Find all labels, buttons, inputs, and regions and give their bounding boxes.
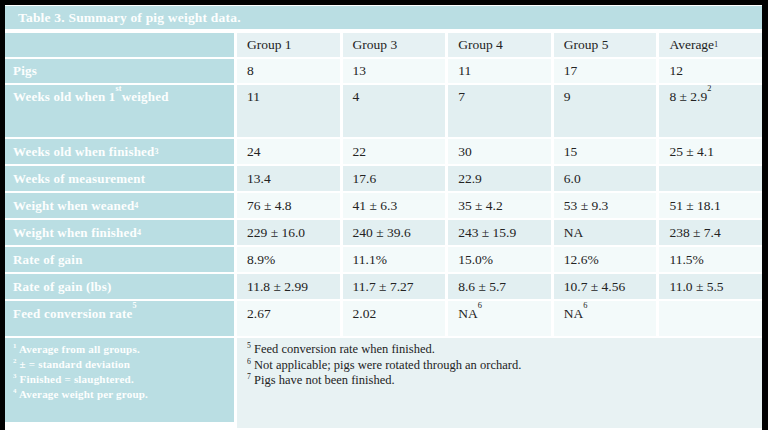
table-cell: 22.9	[448, 166, 551, 191]
table-cell: NA	[554, 220, 657, 245]
table-row-weeks-first-weighed: Weeks old when 1st weighed 11 4 7 9 8 ± …	[5, 85, 762, 137]
table-cell: 25 ± 4.1	[659, 139, 762, 164]
row-label: Weight when finished4	[5, 220, 234, 245]
column-header-group-5: Group 5	[554, 33, 657, 57]
column-header-average: Average1	[659, 33, 762, 57]
table-cell: 11.5%	[659, 247, 762, 272]
table-cell: 30	[448, 139, 551, 164]
table-cell: 11.8 ± 2.99	[237, 274, 340, 299]
table-cell: 12	[659, 59, 762, 83]
footnote-line: 3 Finished = slaughtered.	[13, 372, 230, 387]
table-cell: 35 ± 4.2	[448, 193, 551, 218]
table-cell: NA6	[554, 301, 657, 336]
table-cell: 17	[554, 59, 657, 83]
pig-weight-table: Group 1 Group 3 Group 4 Group 5 Average1…	[5, 33, 762, 428]
table-cell: 8.6 ± 5.7	[448, 274, 551, 299]
table-row-rate-of-gain-lbs: Rate of gain (lbs) 11.8 ± 2.99 11.7 ± 7.…	[5, 274, 762, 299]
table-cell: 8.9%	[237, 247, 340, 272]
footnote-line: 1 Average from all groups.	[13, 342, 230, 357]
table-cell: 41 ± 6.3	[343, 193, 446, 218]
table-cell: 13.4	[237, 166, 340, 191]
table-cell: 243 ± 15.9	[448, 220, 551, 245]
table-cell: 17.6	[343, 166, 446, 191]
table-cell: 229 ± 16.0	[237, 220, 340, 245]
table-row-weight-finished: Weight when finished4 229 ± 16.0 240 ± 3…	[5, 220, 762, 245]
table-row-rate-of-gain: Rate of gain 8.9% 11.1% 15.0% 12.6% 11.5…	[5, 247, 762, 272]
table-cell: 240 ± 39.6	[343, 220, 446, 245]
table-cell: 9	[554, 85, 657, 137]
table-frame: Table 3. Summary of pig weight data. Gro…	[0, 0, 768, 430]
table-row-weight-weaned: Weight when weaned4 76 ± 4.8 41 ± 6.3 35…	[5, 193, 762, 218]
table-cell	[659, 166, 762, 191]
row-label: Rate of gain (lbs)	[5, 274, 234, 299]
table-row-weeks-finished: Weeks old when finished3 24 22 30 15 25 …	[5, 139, 762, 164]
table-cell: 24	[237, 139, 340, 164]
footnotes-right: 5 Feed conversion rate when finished. 6 …	[237, 338, 762, 428]
row-label: Rate of gain	[5, 247, 234, 272]
row-label: Weeks old when 1st weighed	[5, 85, 234, 137]
table-cell: 11.7 ± 7.27	[343, 274, 446, 299]
column-header-group-3: Group 3	[343, 33, 446, 57]
table-cell: 11	[448, 59, 551, 83]
table-row-pigs: Pigs 8 13 11 17 12	[5, 59, 762, 83]
table-cell: 2.67	[237, 301, 340, 336]
row-label: Weight when weaned4	[5, 193, 234, 218]
column-header-group-1: Group 1	[237, 33, 340, 57]
table-cell: NA6	[448, 301, 551, 336]
footnote-line: 4 Average weight per group.	[13, 387, 230, 402]
header-row: Group 1 Group 3 Group 4 Group 5 Average1	[5, 33, 762, 57]
footnote-line: 5 Feed conversion rate when finished.	[247, 342, 758, 358]
footnotes-left: 1 Average from all groups. 2 ± = standar…	[5, 338, 234, 422]
row-label: Pigs	[5, 59, 234, 83]
table-cell: 11	[237, 85, 340, 137]
table-cell: 22	[343, 139, 446, 164]
footnote-line: 7 Pigs have not been finished.	[247, 373, 758, 389]
table-cell	[659, 301, 762, 336]
row-label: Feed conversion rate5	[5, 301, 234, 336]
row-label: Weeks of measurement	[5, 166, 234, 191]
corner-cell	[5, 33, 234, 57]
table-cell: 51 ± 18.1	[659, 193, 762, 218]
table-row-feed-conversion: Feed conversion rate5 2.67 2.02 NA6 NA6	[5, 301, 762, 336]
table-cell: 76 ± 4.8	[237, 193, 340, 218]
footnote-row: 1 Average from all groups. 2 ± = standar…	[5, 338, 762, 428]
column-header-group-4: Group 4	[448, 33, 551, 57]
table-cell: 12.6%	[554, 247, 657, 272]
table-cell: 11.0 ± 5.5	[659, 274, 762, 299]
table-cell: 6.0	[554, 166, 657, 191]
table-title: Table 3. Summary of pig weight data.	[5, 6, 762, 29]
table-cell: 10.7 ± 4.56	[554, 274, 657, 299]
table-cell: 4	[343, 85, 446, 137]
table-cell: 53 ± 9.3	[554, 193, 657, 218]
table-cell: 13	[343, 59, 446, 83]
table-cell: 11.1%	[343, 247, 446, 272]
table-cell: 15	[554, 139, 657, 164]
table-cell: 15.0%	[448, 247, 551, 272]
table-cell: 8 ± 2.92	[659, 85, 762, 137]
row-label: Weeks old when finished3	[5, 139, 234, 164]
table-cell: 7	[448, 85, 551, 137]
table-cell: 238 ± 7.4	[659, 220, 762, 245]
footnote-line: 6 Not applicable; pigs were rotated thro…	[247, 358, 758, 374]
table-cell: 8	[237, 59, 340, 83]
table-cell: 2.02	[343, 301, 446, 336]
footnote-line: 2 ± = standard deviation	[13, 357, 230, 372]
table-row-weeks-measurement: Weeks of measurement 13.4 17.6 22.9 6.0	[5, 166, 762, 191]
